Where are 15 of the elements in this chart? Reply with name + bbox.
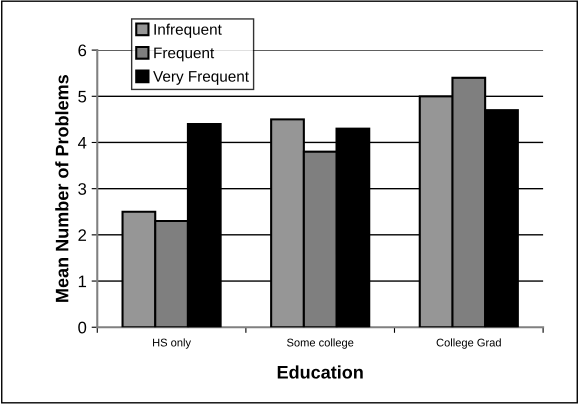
y-tick-label: 4 — [78, 137, 86, 149]
legend-label: Infrequent — [154, 24, 222, 38]
y-tick-label: 0 — [78, 322, 86, 334]
y-tick-label: 6 — [78, 44, 86, 56]
y-tick-label: 5 — [78, 90, 86, 102]
y-tick-label: 1 — [78, 276, 86, 288]
y-tick-label: 2 — [78, 229, 86, 241]
x-tick-label: HS only — [153, 338, 192, 349]
y-tick-label: 3 — [78, 183, 86, 195]
y-axis-title: Mean Number of Problems — [55, 75, 68, 302]
legend-label: Very Frequent — [153, 71, 249, 85]
x-axis-title: Education — [278, 365, 363, 379]
x-tick-label: Some college — [287, 338, 354, 349]
x-tick-label: College Grad — [436, 338, 501, 349]
legend-label: Frequent — [154, 48, 214, 62]
